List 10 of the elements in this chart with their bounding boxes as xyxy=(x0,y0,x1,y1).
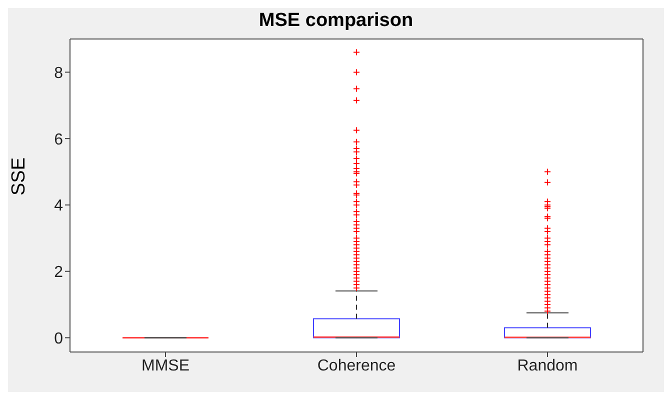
y-tick-label: 8 xyxy=(54,64,64,82)
x-tick-label: MMSE xyxy=(142,357,190,374)
y-tick-label: 2 xyxy=(54,264,64,282)
y-tick-label: 6 xyxy=(54,131,64,148)
x-tick-label: Random xyxy=(517,357,578,374)
y-tick-label: 0 xyxy=(54,330,64,348)
y-tick-label: 4 xyxy=(54,198,64,215)
y-axis-title: SSE xyxy=(8,157,30,196)
chart-title: MSE comparison xyxy=(258,10,414,32)
x-tick-label: Coherence xyxy=(317,357,396,374)
